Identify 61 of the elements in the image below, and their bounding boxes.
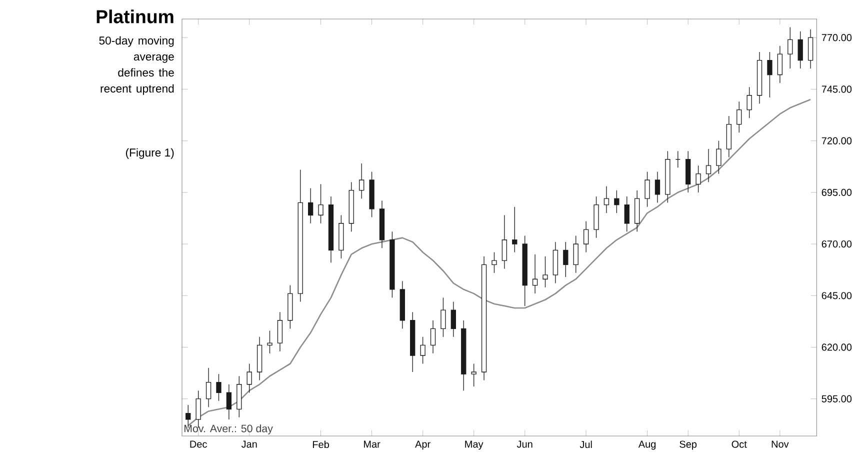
candlestick [624, 196, 630, 232]
candlestick [644, 171, 650, 208]
candlestick [696, 165, 701, 193]
candlestick [318, 184, 324, 224]
y-tick-label: 670.00 [822, 240, 852, 248]
x-tick-label: Dec [190, 440, 207, 448]
candlestick [583, 220, 589, 253]
candlestick [788, 26, 793, 69]
candlestick [542, 256, 548, 288]
chart-title: Platinum [96, 10, 174, 24]
x-tick-label: Feb [312, 440, 329, 448]
candlestick [604, 186, 610, 214]
candlestick [502, 214, 508, 270]
x-tick-label: May [465, 440, 484, 450]
candlestick [532, 254, 538, 294]
x-tick-label: Jun [516, 440, 532, 448]
y-tick-label: 695.00 [822, 188, 852, 196]
candlestick [573, 235, 578, 274]
candlestick [430, 320, 436, 354]
x-tick-label: Aug [638, 440, 656, 450]
candlestick [767, 52, 772, 98]
candlestick [226, 384, 232, 420]
x-tick-label: Jan [241, 440, 257, 448]
text: (Figure 1) [126, 148, 174, 159]
candlestick [267, 330, 272, 354]
candlestick [450, 301, 456, 338]
candlestick [706, 148, 712, 182]
candlestick [777, 45, 783, 84]
candlestick [736, 101, 742, 133]
candlestick [359, 163, 364, 199]
y-tick-label: 595.00 [822, 395, 852, 402]
y-tick-label: 620.00 [822, 344, 852, 351]
x-tick-label: Nov [772, 440, 789, 448]
candlestick [614, 190, 620, 214]
candlestick [420, 336, 426, 364]
x-tick-label: Apr [415, 440, 430, 450]
candlestick [808, 28, 814, 69]
y-tick-label: 745.00 [822, 86, 852, 93]
annotation: Mov. Aver.: 50 day [184, 424, 273, 434]
candlestick [246, 363, 252, 393]
y-tick-label: 645.00 [822, 292, 852, 300]
candlestick [512, 206, 518, 253]
candlestick [716, 140, 722, 174]
candlestick [440, 297, 446, 338]
candlestick [563, 242, 568, 278]
x-tick-label: Mar [364, 440, 380, 448]
candlestick [471, 363, 476, 387]
y-tick-label: 720.00 [822, 137, 852, 144]
candlestick [746, 86, 752, 118]
candlestick [654, 171, 660, 203]
y-tick-label: 770.00 [822, 34, 852, 42]
candlestick [308, 188, 314, 224]
x-tick-label: Jul [580, 440, 592, 448]
candlestick [206, 367, 212, 408]
candlestick [216, 374, 222, 402]
candlestick [277, 312, 283, 352]
x-tick-label: Sep [680, 440, 697, 450]
candlestick [492, 252, 497, 274]
text: 50-day moving average defines the recent uptrend [99, 36, 174, 95]
candlestick [798, 30, 803, 69]
x-tick-label: Oct [732, 440, 747, 448]
